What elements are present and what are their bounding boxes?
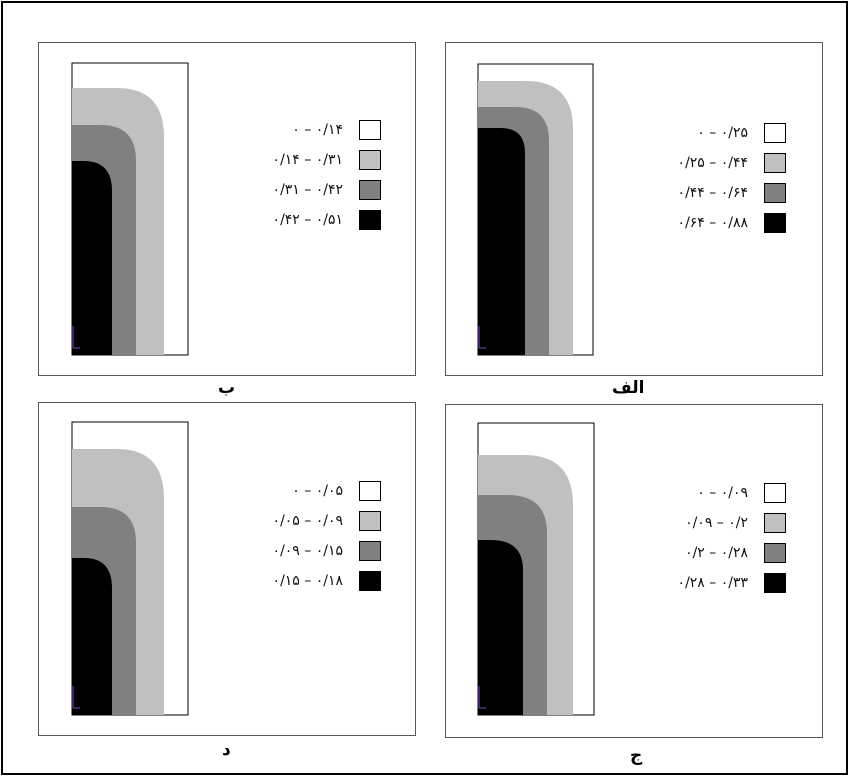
- legend-row: ۰/۱۵ – ۰/۱۸: [181, 571, 381, 595]
- panel-caption-dal: د: [222, 740, 231, 760]
- legend-label: ۰/۴۴ – ۰/۶۴: [677, 185, 748, 201]
- contour-band-3: [72, 161, 112, 355]
- legend-row: ۰/۰۹ – ۰/۲: [586, 513, 786, 537]
- contour-plot-jim: [477, 422, 595, 716]
- legend-row: ۰/۰۹ – ۰/۱۵: [181, 541, 381, 565]
- legend-label: ۰/۲۵ – ۰/۴۴: [677, 155, 748, 171]
- legend-label: ۰ – ۰/۰۵: [292, 483, 343, 499]
- panel-jim: ۰ – ۰/۰۹ ۰/۰۹ – ۰/۲ ۰/۲ – ۰/۲۸ ۰/۲۸ – ۰/…: [445, 404, 823, 738]
- legend-swatch: [764, 123, 786, 143]
- legend-swatch: [359, 120, 381, 140]
- legend-swatch: [359, 180, 381, 200]
- contour-band-3: [72, 558, 112, 715]
- legend-swatch: [764, 483, 786, 503]
- legend-row: ۰/۶۴ – ۰/۸۸: [586, 213, 786, 237]
- legend-swatch: [764, 183, 786, 203]
- legend-swatch: [359, 541, 381, 561]
- legend-label: ۰/۰۵ – ۰/۰۹: [272, 513, 343, 529]
- legend-swatch: [764, 513, 786, 533]
- legend-swatch: [359, 150, 381, 170]
- legend-label: ۰/۳۱ – ۰/۴۲: [272, 182, 343, 198]
- legend-swatch: [359, 511, 381, 531]
- contour-band-3: [478, 128, 525, 355]
- legend-swatch: [764, 573, 786, 593]
- contour-plot-alef: [477, 63, 594, 356]
- legend-row: ۰/۴۴ – ۰/۶۴: [586, 183, 786, 207]
- legend-label: ۰ – ۰/۱۴: [292, 122, 343, 138]
- legend-row: ۰/۳۱ – ۰/۴۲: [181, 180, 381, 204]
- panel-caption-alef: الف: [612, 378, 645, 398]
- panel-caption-jim: ج: [630, 746, 643, 766]
- legend-label: ۰/۲۸ – ۰/۳۳: [677, 575, 748, 591]
- legend-swatch: [359, 210, 381, 230]
- legend-row: ۰ – ۰/۰۹: [586, 483, 786, 507]
- legend-row: ۰ – ۰/۱۴: [181, 120, 381, 144]
- legend-label: ۰ – ۰/۲۵: [697, 125, 748, 141]
- legend-row: ۰/۲۸ – ۰/۳۳: [586, 573, 786, 597]
- legend-label: ۰/۶۴ – ۰/۸۸: [677, 215, 748, 231]
- panel-be: ۰ – ۰/۱۴ ۰/۱۴ – ۰/۳۱ ۰/۳۱ – ۰/۴۲ ۰/۴۲ – …: [38, 42, 416, 376]
- legend-row: ۰ – ۰/۲۵: [586, 123, 786, 147]
- contour-plot-be: [71, 62, 189, 356]
- panel-alef: ۰ – ۰/۲۵ ۰/۲۵ – ۰/۴۴ ۰/۴۴ – ۰/۶۴ ۰/۶۴ – …: [445, 42, 823, 376]
- legend-row: ۰/۱۴ – ۰/۳۱: [181, 150, 381, 174]
- panel-caption-be: ب: [218, 378, 236, 398]
- legend-swatch: [359, 571, 381, 591]
- legend-row: ۰/۲۵ – ۰/۴۴: [586, 153, 786, 177]
- legend-row: ۰/۲ – ۰/۲۸: [586, 543, 786, 567]
- legend-label: ۰/۴۲ – ۰/۵۱: [272, 212, 343, 228]
- legend-swatch: [764, 213, 786, 233]
- axis-triad-icon: [72, 686, 80, 709]
- legend-label: ۰/۱۵ – ۰/۱۸: [272, 573, 343, 589]
- axis-triad-icon: [478, 686, 486, 709]
- legend-label: ۰/۰۹ – ۰/۱۵: [272, 543, 343, 559]
- legend-label: ۰ – ۰/۰۹: [697, 485, 748, 501]
- axis-triad-icon: [72, 326, 80, 349]
- contour-plot-dal: [71, 421, 189, 716]
- legend-label: ۰/۲ – ۰/۲۸: [685, 545, 748, 561]
- legend-swatch: [764, 543, 786, 563]
- legend-row: ۰ – ۰/۰۵: [181, 481, 381, 505]
- legend-label: ۰/۱۴ – ۰/۳۱: [272, 152, 343, 168]
- axis-triad-icon: [478, 326, 486, 349]
- legend-row: ۰/۴۲ – ۰/۵۱: [181, 210, 381, 234]
- legend-row: ۰/۰۵ – ۰/۰۹: [181, 511, 381, 535]
- contour-band-3: [478, 540, 523, 715]
- legend-label: ۰/۰۹ – ۰/۲: [685, 515, 748, 531]
- panel-dal: ۰ – ۰/۰۵ ۰/۰۵ – ۰/۰۹ ۰/۰۹ – ۰/۱۵ ۰/۱۵ – …: [38, 402, 416, 736]
- legend-swatch: [764, 153, 786, 173]
- legend-swatch: [359, 481, 381, 501]
